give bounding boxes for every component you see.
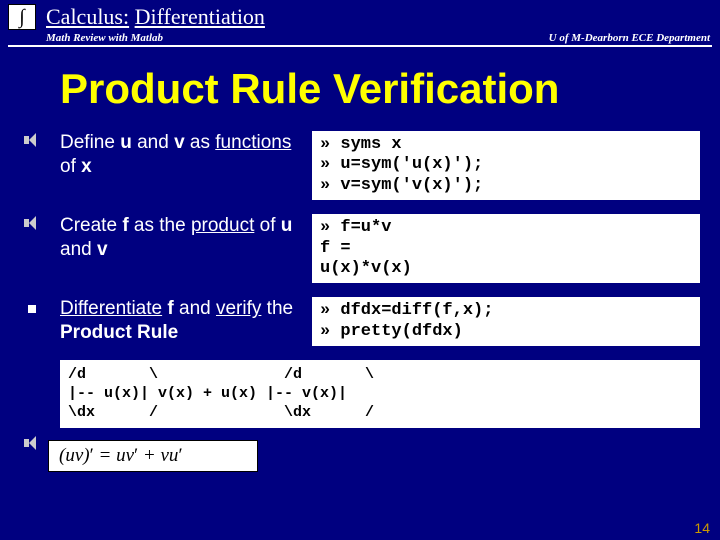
speaker-icon — [24, 436, 42, 450]
bullet-col — [24, 214, 48, 230]
bullet-col — [24, 297, 48, 313]
code-box: » syms x » u=sym('u(x)'); » v=sym('v(x)'… — [312, 131, 700, 200]
step-description: Define u and v as functions of x — [60, 131, 300, 179]
header-title-part2: Differentiation — [135, 4, 265, 29]
bullet-col — [24, 131, 48, 147]
output-code-box: /d \ /d \ |-- u(x)| v(x) + u(x) |-- v(x)… — [60, 360, 700, 428]
code-col: » syms x » u=sym('u(x)'); » v=sym('v(x)'… — [312, 131, 700, 200]
code-box: » f=u*v f = u(x)*v(x) — [312, 214, 700, 283]
page-number: 14 — [694, 520, 710, 536]
sub-header-right: U of M-Dearborn ECE Department — [549, 32, 710, 44]
speaker-icon — [24, 216, 42, 230]
formula-box: (uv)′ = uv′ + vu′ — [48, 440, 258, 472]
code-col: » dfdx=diff(f,x); » pretty(dfdx) — [312, 297, 700, 346]
code-box: » dfdx=diff(f,x); » pretty(dfdx) — [312, 297, 700, 346]
step-description: Create f as the product of u and v — [60, 214, 300, 262]
speaker-icon — [24, 133, 42, 147]
step-row: Define u and v as functions of x » syms … — [24, 131, 700, 200]
sub-header-left: Math Review with Matlab — [46, 32, 163, 44]
content-area: Define u and v as functions of x » syms … — [0, 131, 720, 346]
step-row: Differentiate f and verify the Product R… — [24, 297, 700, 346]
step-row: Create f as the product of u and v » f=u… — [24, 214, 700, 283]
code-col: » f=u*v f = u(x)*v(x) — [312, 214, 700, 283]
page-title: Product Rule Verification — [0, 47, 720, 131]
square-bullet-icon — [28, 305, 36, 313]
integral-logo-icon: ∫ — [8, 4, 36, 30]
sub-header: Math Review with Matlab U of M-Dearborn … — [0, 32, 720, 44]
header-title-part1: Calculus: — [46, 4, 129, 29]
step-description: Differentiate f and verify the Product R… — [60, 297, 300, 345]
bullet-col — [24, 434, 48, 450]
header-bar: ∫ Calculus: Differentiation — [0, 0, 720, 34]
header-title: Calculus: Differentiation — [46, 4, 265, 30]
